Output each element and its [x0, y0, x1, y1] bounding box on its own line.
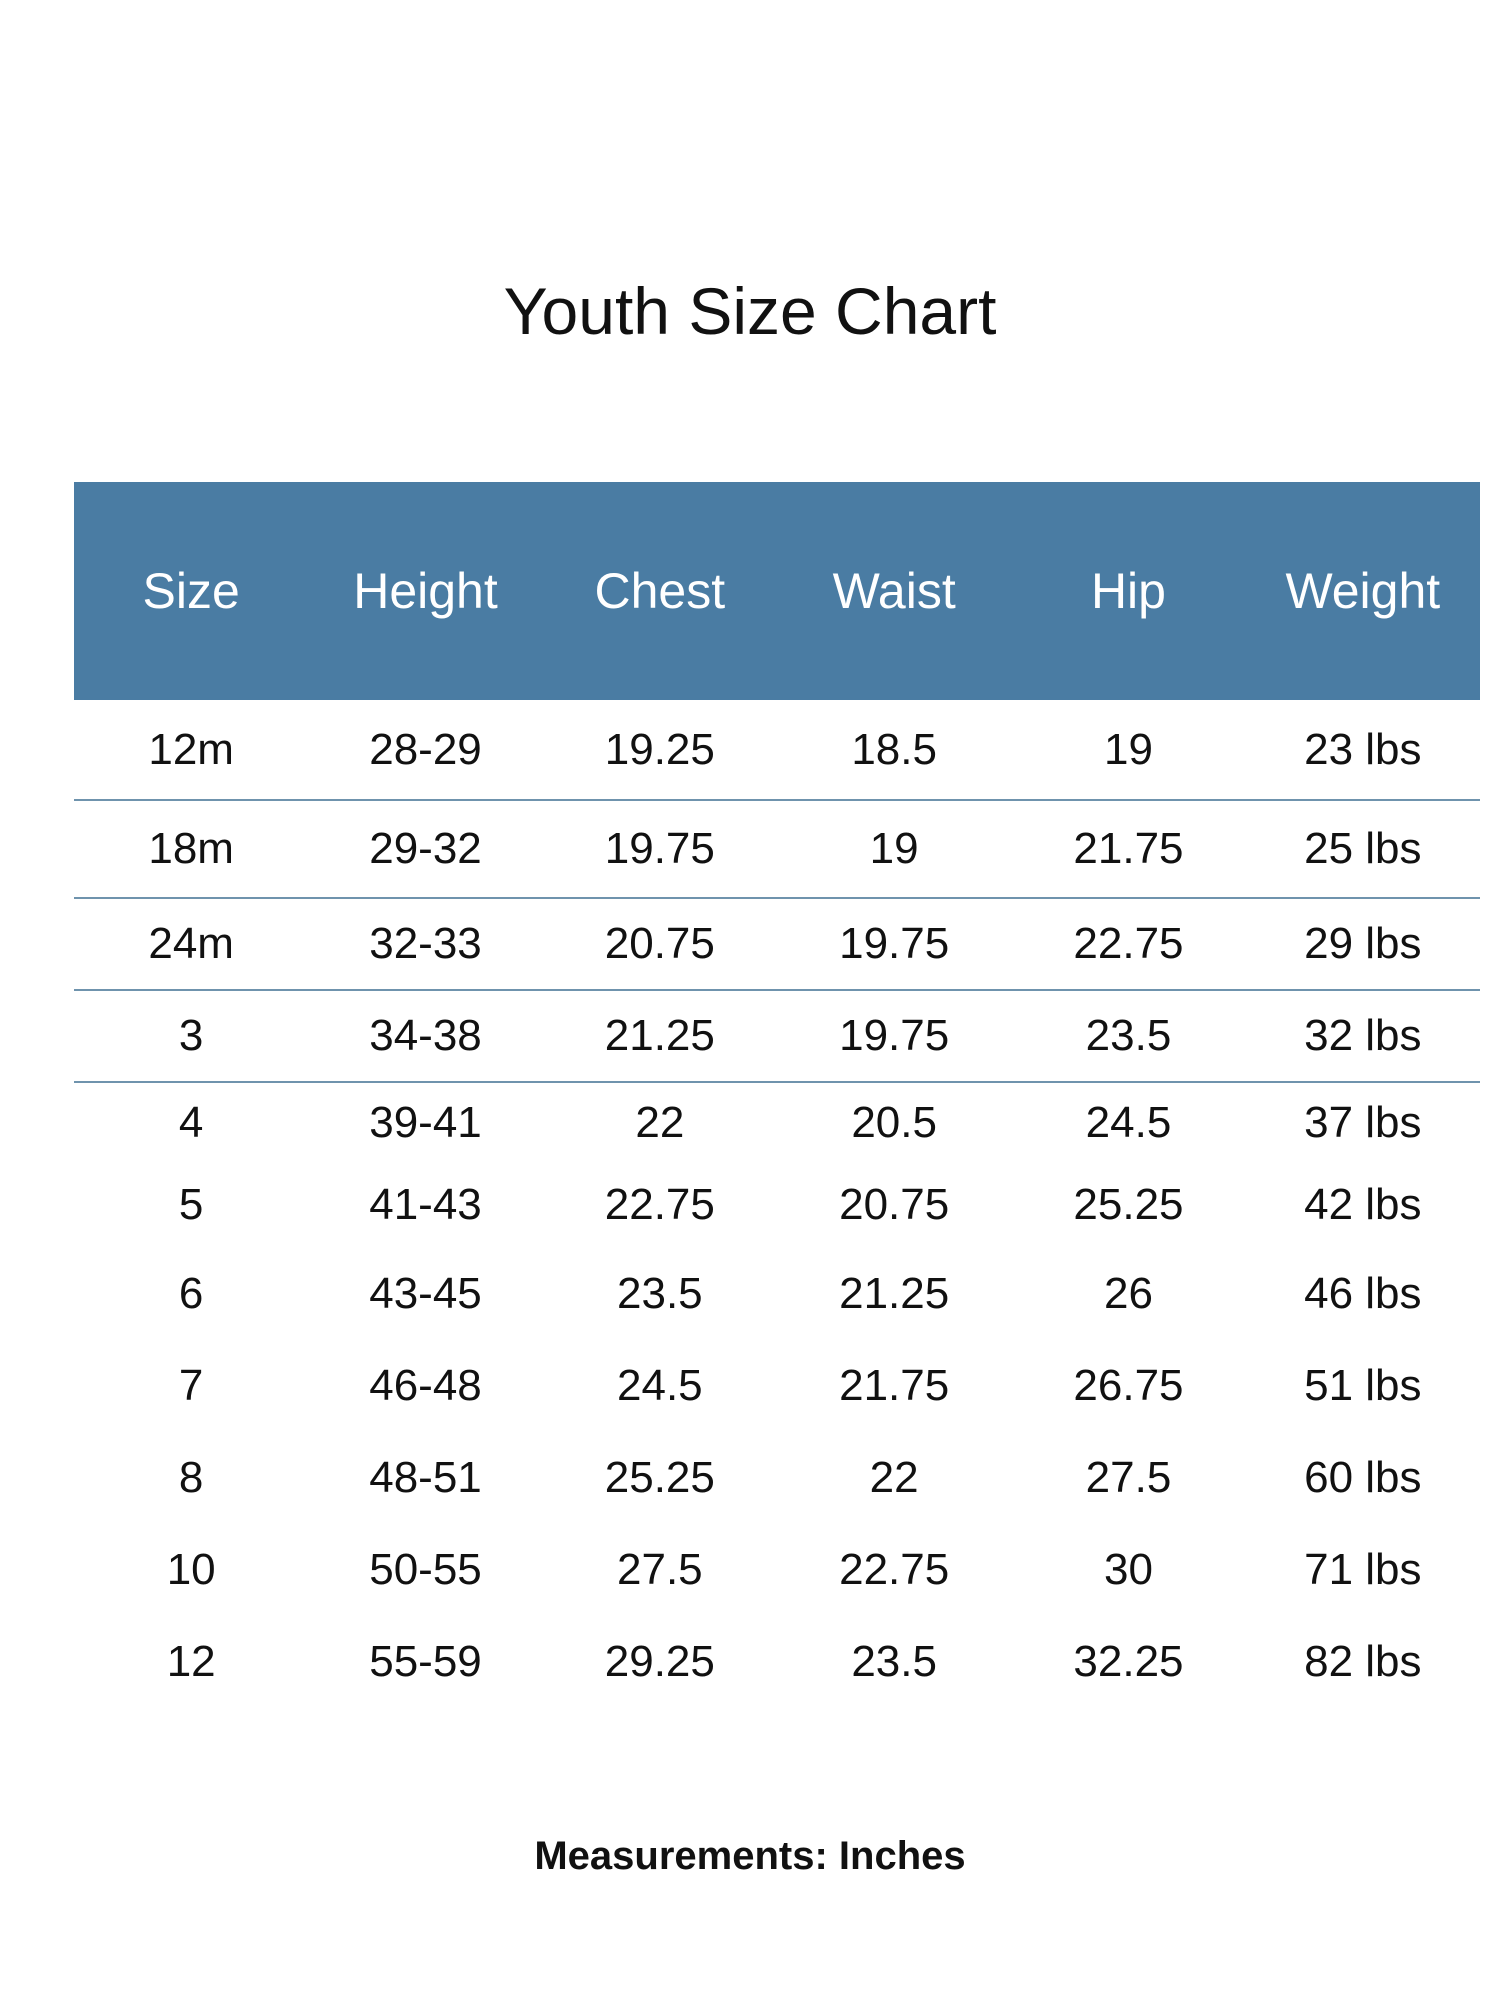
- table-row: 6 43-45 23.5 21.25 26 46 lbs: [74, 1248, 1480, 1340]
- cell-height: 50-55: [369, 1545, 482, 1594]
- cell-chest: 23.5: [617, 1269, 703, 1318]
- cell-chest: 19.25: [542, 700, 777, 801]
- measurement-unit-note: Measurements: Inches: [534, 1834, 966, 1878]
- cell-height: 48-51: [369, 1453, 482, 1502]
- cell-chest: 29.25: [604, 1637, 715, 1686]
- cell-size: 5: [178, 1180, 204, 1229]
- table-row: 12 55-59 29.25 23.5 32.25 82 lbs: [74, 1616, 1480, 1708]
- cell-height: 29-32: [308, 800, 543, 899]
- cell-hip: 23.5: [1011, 990, 1246, 1083]
- cell-chest: 21.25: [542, 990, 777, 1083]
- cell-hip: 22.75: [1011, 898, 1246, 991]
- cell-waist: 21.75: [839, 1361, 950, 1410]
- table-row: 12m 28-29 19.25 18.5 19 23 lbs: [74, 700, 1480, 801]
- cell-weight: 37 lbs: [1304, 1097, 1422, 1147]
- column-header-height: Height: [308, 482, 543, 700]
- cell-size: 18m: [74, 800, 309, 899]
- table-row: 18m 29-32 19.75 19 21.75 25 lbs: [74, 800, 1480, 899]
- cell-weight: 32 lbs: [1245, 990, 1480, 1083]
- cell-size: 4: [178, 1097, 204, 1147]
- cell-chest: 22.75: [604, 1180, 715, 1229]
- cell-height: 41-43: [369, 1180, 482, 1229]
- page-title: Youth Size Chart: [503, 274, 997, 348]
- cell-weight: 51 lbs: [1304, 1361, 1422, 1410]
- cell-height: 46-48: [369, 1361, 482, 1410]
- cell-waist: 19.75: [776, 898, 1012, 991]
- cell-size: 10: [166, 1545, 216, 1594]
- cell-hip: 19: [1011, 700, 1246, 801]
- column-header-waist: Waist: [776, 482, 1012, 700]
- cell-weight: 71 lbs: [1304, 1545, 1422, 1594]
- cell-waist: 22.75: [839, 1545, 950, 1594]
- cell-height: 32-33: [308, 898, 543, 991]
- cell-size: 7: [178, 1361, 204, 1410]
- cell-hip: 25.25: [1073, 1180, 1184, 1229]
- cell-hip: 24.5: [1085, 1097, 1172, 1147]
- cell-size: 24m: [74, 898, 309, 991]
- cell-waist: 18.5: [776, 700, 1012, 801]
- column-header-hip: Hip: [1011, 482, 1246, 700]
- cell-hip: 30: [1104, 1545, 1153, 1594]
- cell-hip: 26: [1104, 1269, 1153, 1318]
- size-chart-table-container: Size Height Chest Waist Hip Weight 12m 2…: [74, 482, 1480, 1708]
- table-row: 4 39-41 22 20.5 24.5 37 lbs: [74, 1082, 1480, 1162]
- cell-chest: 27.5: [617, 1545, 703, 1594]
- cell-hip: 26.75: [1073, 1361, 1184, 1410]
- table-row: 24m 32-33 20.75 19.75 22.75 29 lbs: [74, 898, 1480, 991]
- column-header-weight: Weight: [1245, 482, 1480, 700]
- cell-weight: 46 lbs: [1304, 1269, 1422, 1318]
- cell-chest: 25.25: [604, 1453, 715, 1502]
- cell-waist: 21.25: [839, 1269, 950, 1318]
- cell-waist: 19.75: [776, 990, 1012, 1083]
- cell-chest: 20.75: [542, 898, 777, 991]
- column-header-chest: Chest: [542, 482, 777, 700]
- cell-waist: 20.75: [839, 1180, 950, 1229]
- table-row: 8 48-51 25.25 22 27.5 60 lbs: [74, 1432, 1480, 1524]
- column-header-size: Size: [74, 482, 309, 700]
- cell-hip: 27.5: [1085, 1453, 1172, 1502]
- cell-size: 3: [74, 990, 309, 1083]
- table-row: 3 34-38 21.25 19.75 23.5 32 lbs: [74, 990, 1480, 1083]
- cell-chest: 19.75: [542, 800, 777, 899]
- cell-waist: 19: [776, 800, 1012, 899]
- cell-waist: 22: [869, 1453, 919, 1502]
- cell-height: 43-45: [369, 1269, 482, 1318]
- cell-weight: 25 lbs: [1245, 800, 1480, 899]
- cell-size: 12m: [74, 700, 309, 801]
- table-row: 10 50-55 27.5 22.75 30 71 lbs: [74, 1524, 1480, 1616]
- table-row: 5 41-43 22.75 20.75 25.25 42 lbs: [74, 1162, 1480, 1248]
- cell-height: 28-29: [308, 700, 543, 801]
- cell-size: 12: [166, 1637, 216, 1686]
- table-row: 7 46-48 24.5 21.75 26.75 51 lbs: [74, 1340, 1480, 1432]
- cell-hip: 21.75: [1011, 800, 1246, 899]
- cell-hip: 32.25: [1073, 1637, 1184, 1686]
- cell-weight: 82 lbs: [1304, 1637, 1422, 1686]
- cell-waist: 23.5: [851, 1637, 937, 1686]
- cell-weight: 23 lbs: [1245, 700, 1480, 801]
- cell-waist: 20.5: [851, 1097, 937, 1147]
- cell-chest: 22: [635, 1097, 685, 1147]
- cell-height: 55-59: [369, 1637, 482, 1686]
- cell-height: 39-41: [369, 1097, 482, 1147]
- size-chart-table: Size Height Chest Waist Hip Weight 12m 2…: [74, 482, 1480, 1708]
- cell-chest: 24.5: [617, 1361, 703, 1410]
- cell-weight: 29 lbs: [1245, 898, 1480, 991]
- cell-height: 34-38: [308, 990, 543, 1083]
- cell-size: 6: [178, 1269, 204, 1318]
- cell-weight: 42 lbs: [1304, 1180, 1422, 1229]
- table-header-row: Size Height Chest Waist Hip Weight: [74, 482, 1480, 700]
- cell-weight: 60 lbs: [1304, 1453, 1422, 1502]
- cell-size: 8: [178, 1453, 204, 1502]
